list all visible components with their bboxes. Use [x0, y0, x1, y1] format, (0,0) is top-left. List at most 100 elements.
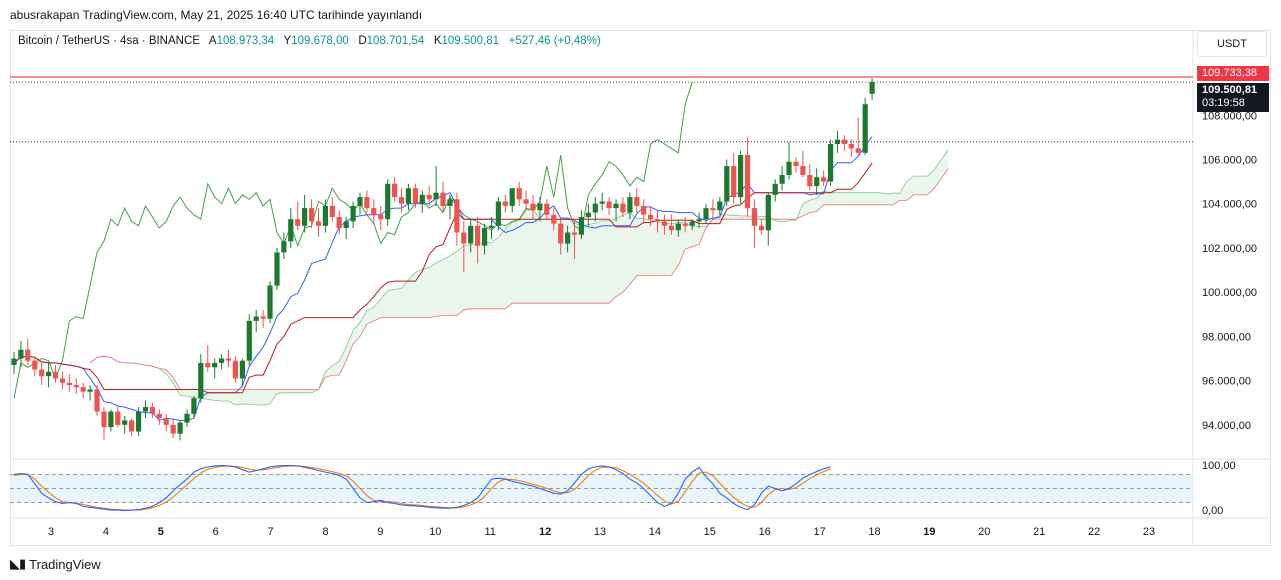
candle-body	[530, 203, 536, 211]
stochastic-axis-label: 100,00	[1202, 460, 1236, 472]
candle-body	[689, 221, 695, 226]
time-axis-label: 13	[594, 526, 606, 538]
senkou-span-a	[89, 149, 949, 406]
candle-body	[309, 208, 315, 222]
candle-body	[468, 225, 474, 244]
candle-body	[343, 221, 349, 228]
chart-frame	[10, 30, 1271, 546]
candle-body	[18, 349, 24, 359]
candle-body	[696, 219, 702, 222]
candle-body	[606, 201, 612, 209]
candle-body	[39, 369, 45, 377]
candle-body	[350, 205, 356, 222]
candle-body	[136, 411, 142, 432]
candle-body	[502, 201, 508, 206]
price-axis-label: 98.000,00	[1202, 331, 1251, 343]
candle-body	[744, 155, 751, 209]
last-price-tag: 109.500,81 03:19:58	[1197, 83, 1269, 112]
candle-body	[32, 360, 38, 370]
candle-body	[682, 223, 688, 226]
candle-body	[191, 398, 197, 414]
candle-body	[156, 413, 162, 419]
stochastic-d-line	[13, 465, 831, 511]
candle-body	[378, 214, 384, 220]
price-axis-label: 102.000,00	[1202, 243, 1257, 255]
candle-body	[302, 208, 308, 226]
stochastic-axis-label: 0,00	[1202, 505, 1223, 517]
candle-body	[821, 177, 827, 182]
candle-body	[59, 378, 65, 383]
time-axis-label: 23	[1143, 526, 1155, 538]
senkou-span-b	[89, 168, 949, 390]
candle-body	[177, 422, 183, 434]
candle-body	[641, 205, 647, 215]
candle-body	[655, 219, 661, 222]
candle-body	[260, 316, 266, 319]
candle-body	[578, 217, 584, 235]
kijun-sen	[13, 162, 873, 394]
candles-group	[11, 78, 875, 441]
candle-body	[239, 360, 245, 379]
candle-body	[675, 223, 681, 231]
time-axis-label: 4	[103, 526, 109, 538]
candle-body	[129, 420, 135, 432]
candle-body	[551, 214, 557, 224]
candle-body	[66, 382, 72, 385]
time-axis-label: 14	[649, 526, 661, 538]
time-axis-label: 6	[213, 526, 219, 538]
candle-body	[419, 194, 425, 204]
time-axis-label: 20	[978, 526, 990, 538]
candle-body	[94, 389, 100, 412]
candle-body	[212, 362, 218, 368]
currency-button[interactable]: USDT	[1197, 31, 1267, 57]
candle-body	[73, 385, 79, 388]
low-value: 108.701,54	[366, 35, 425, 47]
ichimoku-cloud	[90, 149, 949, 405]
candle-body	[558, 223, 564, 244]
candle-body	[461, 232, 467, 244]
brand-name: TradingView	[29, 556, 101, 572]
candle-body	[724, 166, 730, 202]
candle-body	[412, 188, 418, 204]
candle-body	[163, 418, 169, 425]
candle-body	[232, 360, 238, 379]
time-axis-label: 12	[539, 526, 551, 538]
symbol-label[interactable]: Bitcoin / TetherUS · 4sa · BINANCE	[18, 35, 200, 47]
candle-body	[841, 139, 847, 144]
candle-body	[405, 188, 411, 204]
candle-body	[288, 219, 294, 242]
candle-body	[122, 420, 128, 425]
candle-body	[52, 371, 59, 379]
time-axis-label: 9	[377, 526, 383, 538]
candle-body	[371, 208, 377, 215]
candle-body	[322, 205, 328, 226]
candle-body	[717, 201, 723, 211]
candle-body	[80, 387, 86, 392]
candle-body	[620, 203, 626, 213]
high-line-price: 109.733,38	[1202, 67, 1258, 79]
candle-body	[793, 161, 799, 167]
price-axis-label: 100.000,00	[1202, 287, 1257, 299]
candle-body	[329, 205, 335, 217]
candle-body	[800, 166, 806, 175]
candle-body	[170, 424, 176, 434]
candle-body	[336, 217, 342, 229]
time-axis-label: 16	[759, 526, 771, 538]
candle-body	[115, 411, 121, 425]
candle-body	[488, 225, 495, 228]
tradingview-branding[interactable]: ◣▮ TradingView	[10, 556, 101, 572]
time-axis-label: 7	[268, 526, 274, 538]
candle-body	[392, 183, 398, 198]
candle-body	[779, 175, 785, 184]
candle-body	[668, 225, 674, 231]
candle-body	[523, 199, 529, 204]
candle-body	[751, 208, 757, 226]
candle-body	[807, 175, 813, 187]
candle-body	[599, 201, 605, 204]
change-value: +527,46 (+0,48%)	[508, 35, 601, 47]
candle-body	[627, 197, 633, 213]
candle-body	[585, 212, 591, 217]
time-axis-label: 15	[704, 526, 716, 538]
price-axis-label: 106.000,00	[1202, 155, 1257, 167]
